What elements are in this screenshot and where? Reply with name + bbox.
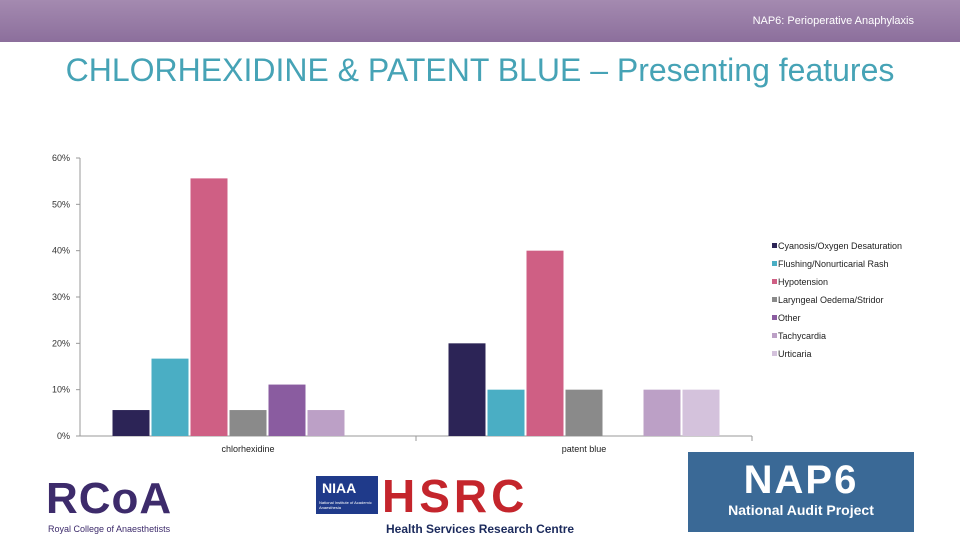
x-category-label: patent blue	[562, 444, 607, 454]
slide-title: CHLORHEXIDINE & PATENT BLUE – Presenting…	[65, 52, 895, 88]
header-bar: NAP6: Perioperative Anaphylaxis	[0, 0, 960, 42]
bar	[643, 389, 681, 436]
legend-swatch	[772, 351, 777, 356]
legend-label: Hypotension	[778, 277, 828, 287]
bar	[229, 410, 267, 436]
niaa-logo-text: NIAA	[322, 480, 357, 496]
legend-label: Flushing/Nonurticarial Rash	[778, 259, 889, 269]
bar	[448, 343, 486, 436]
bar	[526, 250, 564, 436]
legend-label: Urticaria	[778, 349, 812, 359]
legend-swatch	[772, 315, 777, 320]
bar	[268, 384, 306, 436]
y-tick-label: 10%	[52, 385, 70, 395]
bar	[565, 389, 603, 436]
y-tick-label: 50%	[52, 199, 70, 209]
y-tick-label: 30%	[52, 292, 70, 302]
legend-label: Cyanosis/Oxygen Desaturation	[778, 241, 902, 251]
bar	[151, 358, 189, 436]
nap6-logo: NAP6 National Audit Project	[688, 452, 914, 532]
y-tick-label: 60%	[52, 153, 70, 163]
legend-label: Laryngeal Oedema/Stridor	[778, 295, 884, 305]
bar	[682, 389, 720, 436]
bar	[112, 410, 150, 436]
y-tick-label: 40%	[52, 246, 70, 256]
bar-chart: 0% 10% 20% 30% 40% 50% 60% chlorhexidine patent …	[52, 153, 902, 454]
legend-swatch	[772, 261, 777, 266]
hsrc-logo-subtitle: Health Services Research Centre	[386, 522, 575, 536]
rcoa-logo-subtitle: Royal College of Anaesthetists	[48, 524, 171, 534]
legend-swatch	[772, 279, 777, 284]
legend-swatch	[772, 243, 777, 248]
bar	[190, 178, 228, 436]
niaa-hsrc-logo: NIAA National Institute of Academic Anae…	[316, 470, 576, 538]
y-tick-label: 20%	[52, 338, 70, 348]
legend-swatch	[772, 297, 777, 302]
bar	[487, 389, 525, 436]
nap6-logo-subtitle: National Audit Project	[728, 502, 874, 518]
hsrc-logo-text: HSRC	[382, 470, 529, 522]
legend-label: Tachycardia	[778, 331, 826, 341]
nap6-logo-text: NAP6	[743, 458, 859, 502]
y-tick-label: 0%	[57, 431, 70, 441]
niaa-logo-subtitle: National Institute of Academic Anaesthes…	[319, 500, 372, 510]
bar	[307, 410, 345, 436]
x-category-label: chlorhexidine	[221, 444, 274, 454]
rcoa-logo: RCoA Royal College of Anaesthetists	[46, 476, 196, 540]
rcoa-logo-text: RCoA	[46, 474, 173, 523]
niaa-logo: NIAA National Institute of Academic Anae…	[316, 476, 378, 514]
header-text: NAP6: Perioperative Anaphylaxis	[752, 15, 914, 27]
legend-swatch	[772, 333, 777, 338]
legend-label: Other	[778, 313, 801, 323]
